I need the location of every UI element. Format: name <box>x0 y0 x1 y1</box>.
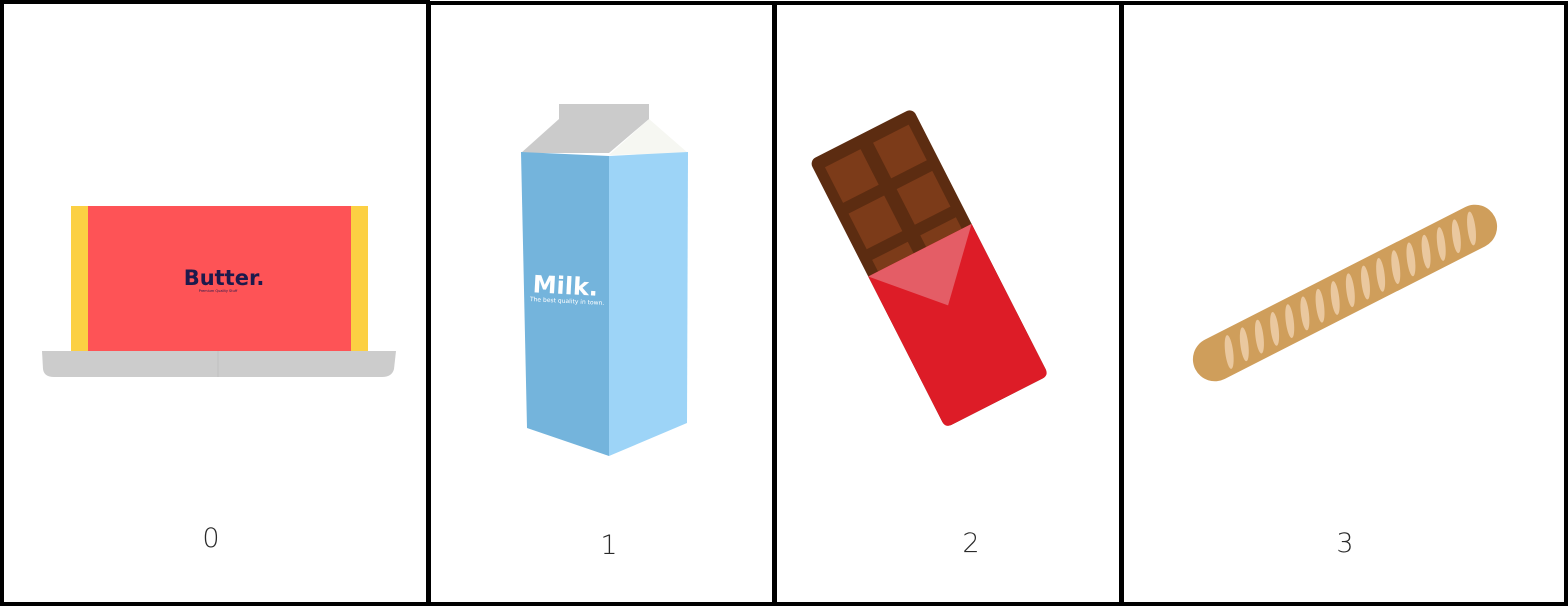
card-milk[interactable]: Milk. The best quality in town. 1 <box>427 1 776 606</box>
chocolate-wrapper-flap <box>868 223 972 306</box>
milk-carton-cap <box>559 104 649 120</box>
card-baguette[interactable]: 3 <box>1120 1 1568 606</box>
chocolate-square <box>896 170 951 225</box>
card-butter[interactable]: Butter. Premium Quality Stuff 0 <box>0 0 430 606</box>
card-number: 2 <box>962 528 980 559</box>
chocolate-bar-illustration <box>811 110 1047 426</box>
card-chocolate[interactable]: 2 <box>773 1 1123 606</box>
butter-dish <box>42 351 396 377</box>
baguette-slashes <box>1224 211 1477 369</box>
baguette-illustration <box>1192 204 1498 382</box>
milk-carton-front <box>521 152 609 456</box>
milk-carton-side <box>609 152 688 456</box>
milk-brand: Milk. <box>532 270 599 301</box>
milk-carton-roof-left <box>521 119 649 153</box>
card-number: 0 <box>202 523 220 554</box>
milk-carton-roof-right <box>609 119 688 155</box>
butter-brand: Butter. <box>184 266 265 290</box>
butter-wrapper-end-right <box>351 206 368 351</box>
milk-carton-illustration: Milk. The best quality in town. <box>521 104 688 456</box>
butter-wrapper <box>88 206 351 351</box>
card-number: 1 <box>600 530 618 561</box>
card-number: 3 <box>1336 528 1354 559</box>
baguette-loaf <box>1192 204 1498 382</box>
butter-illustration: Butter. Premium Quality Stuff <box>42 206 396 377</box>
butter-wrapper-end-left <box>71 206 88 351</box>
butter-tagline: Premium Quality Stuff <box>199 289 238 293</box>
chocolate-square <box>848 195 903 250</box>
chocolate-square <box>824 149 879 203</box>
milk-tagline: The best quality in town. <box>529 296 605 307</box>
chocolate-square <box>873 124 927 179</box>
